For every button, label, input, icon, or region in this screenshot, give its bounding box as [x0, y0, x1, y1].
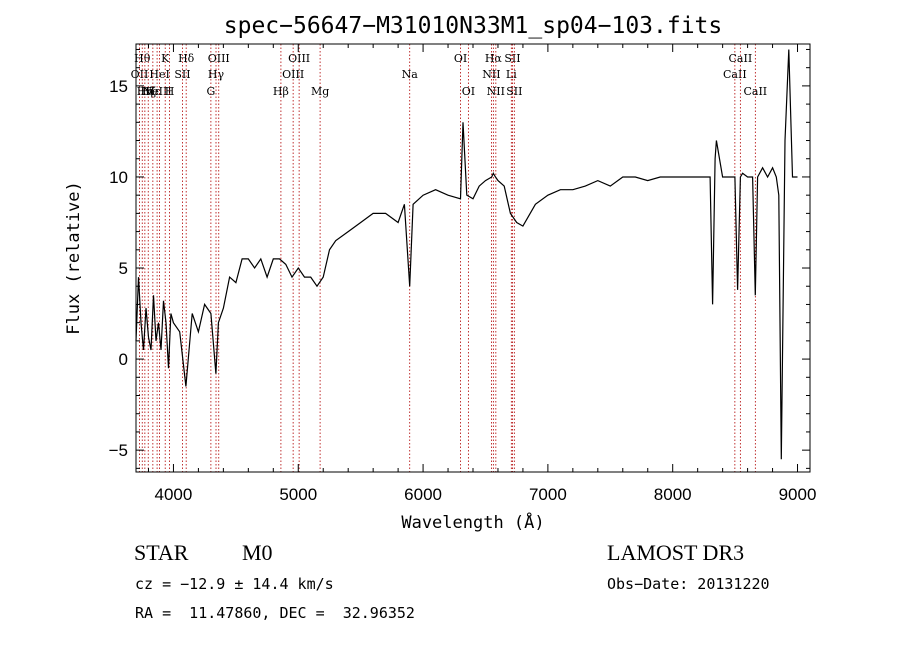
y-tick-label: 0 — [119, 350, 128, 369]
x-axis: 4000 5000 6000 7000 8000 9000 — [147, 44, 817, 504]
coordinates: RA = 11.47860, DEC = 32.96352 — [135, 604, 415, 622]
line-label-OI: OI — [454, 52, 467, 65]
y-axis: −5 0 5 10 15 — [109, 48, 810, 469]
spectrum-series-line — [135, 49, 798, 460]
x-tick-label: 9000 — [779, 485, 817, 504]
y-tick-label: 5 — [119, 259, 128, 278]
observation-date: Obs−Date: 20131220 — [607, 575, 770, 593]
line-label-OIII: OIII — [288, 52, 310, 65]
line-label-Hζ: Hζ — [140, 85, 156, 98]
object-class: STAR — [134, 540, 189, 565]
y-tick-label: −5 — [109, 441, 128, 460]
line-label-Hη: Hη — [137, 85, 153, 98]
line-label-Hδ: Hδ — [178, 52, 195, 65]
y-tick-label: 15 — [109, 77, 128, 96]
line-label-OIII: OIII — [208, 52, 230, 65]
line-label-K: K — [161, 52, 170, 65]
line-label-Hθ: Hθ — [134, 52, 151, 65]
line-label-Li: Li — [506, 68, 517, 81]
line-label-G: G — [206, 85, 215, 98]
redshift-value: cz = −12.9 ± 14.4 km/s — [135, 575, 334, 593]
line-label-CaII: CaII — [723, 68, 747, 81]
line-label-Na: Na — [402, 68, 419, 81]
line-label-NII: NII — [487, 85, 505, 98]
line-label-Hε: Hε — [145, 85, 161, 98]
y-tick-label: 10 — [109, 168, 128, 187]
line-label-SII: SII — [174, 68, 190, 81]
line-label-NeIII: NeIII — [143, 85, 172, 98]
line-label-HeI: HeI — [149, 68, 169, 81]
line-label-Hβ: Hβ — [273, 85, 289, 98]
chart-title: spec−56647−M31010N33M1_sp04−103.fits — [224, 13, 723, 39]
line-label-OI: OI — [462, 85, 475, 98]
line-label-Hγ: Hγ — [208, 68, 225, 81]
line-label-Mg: Mg — [311, 85, 329, 98]
line-label-CaII: CaII — [729, 52, 753, 65]
line-label-SII: SII — [506, 85, 522, 98]
line-label-H: H — [165, 85, 175, 98]
plot-frame — [135, 43, 811, 473]
x-tick-label: 8000 — [654, 485, 692, 504]
object-subclass: M0 — [242, 540, 273, 565]
x-tick-label: 4000 — [155, 485, 193, 504]
line-label-Hα: Hα — [485, 52, 503, 65]
line-label-OIII: OIII — [282, 68, 304, 81]
x-tick-label: 7000 — [529, 485, 567, 504]
line-label-SII: SII — [504, 52, 520, 65]
y-axis-label: Flux (relative) — [64, 181, 84, 335]
x-tick-label: 5000 — [279, 485, 317, 504]
line-label-NII: NII — [482, 68, 500, 81]
line-label-OII: OII — [131, 68, 149, 81]
survey-name: LAMOST DR3 — [607, 540, 745, 565]
x-tick-label: 6000 — [404, 485, 442, 504]
x-axis-label: Wavelength (Å) — [401, 511, 544, 533]
line-label-CaII: CaII — [743, 85, 767, 98]
